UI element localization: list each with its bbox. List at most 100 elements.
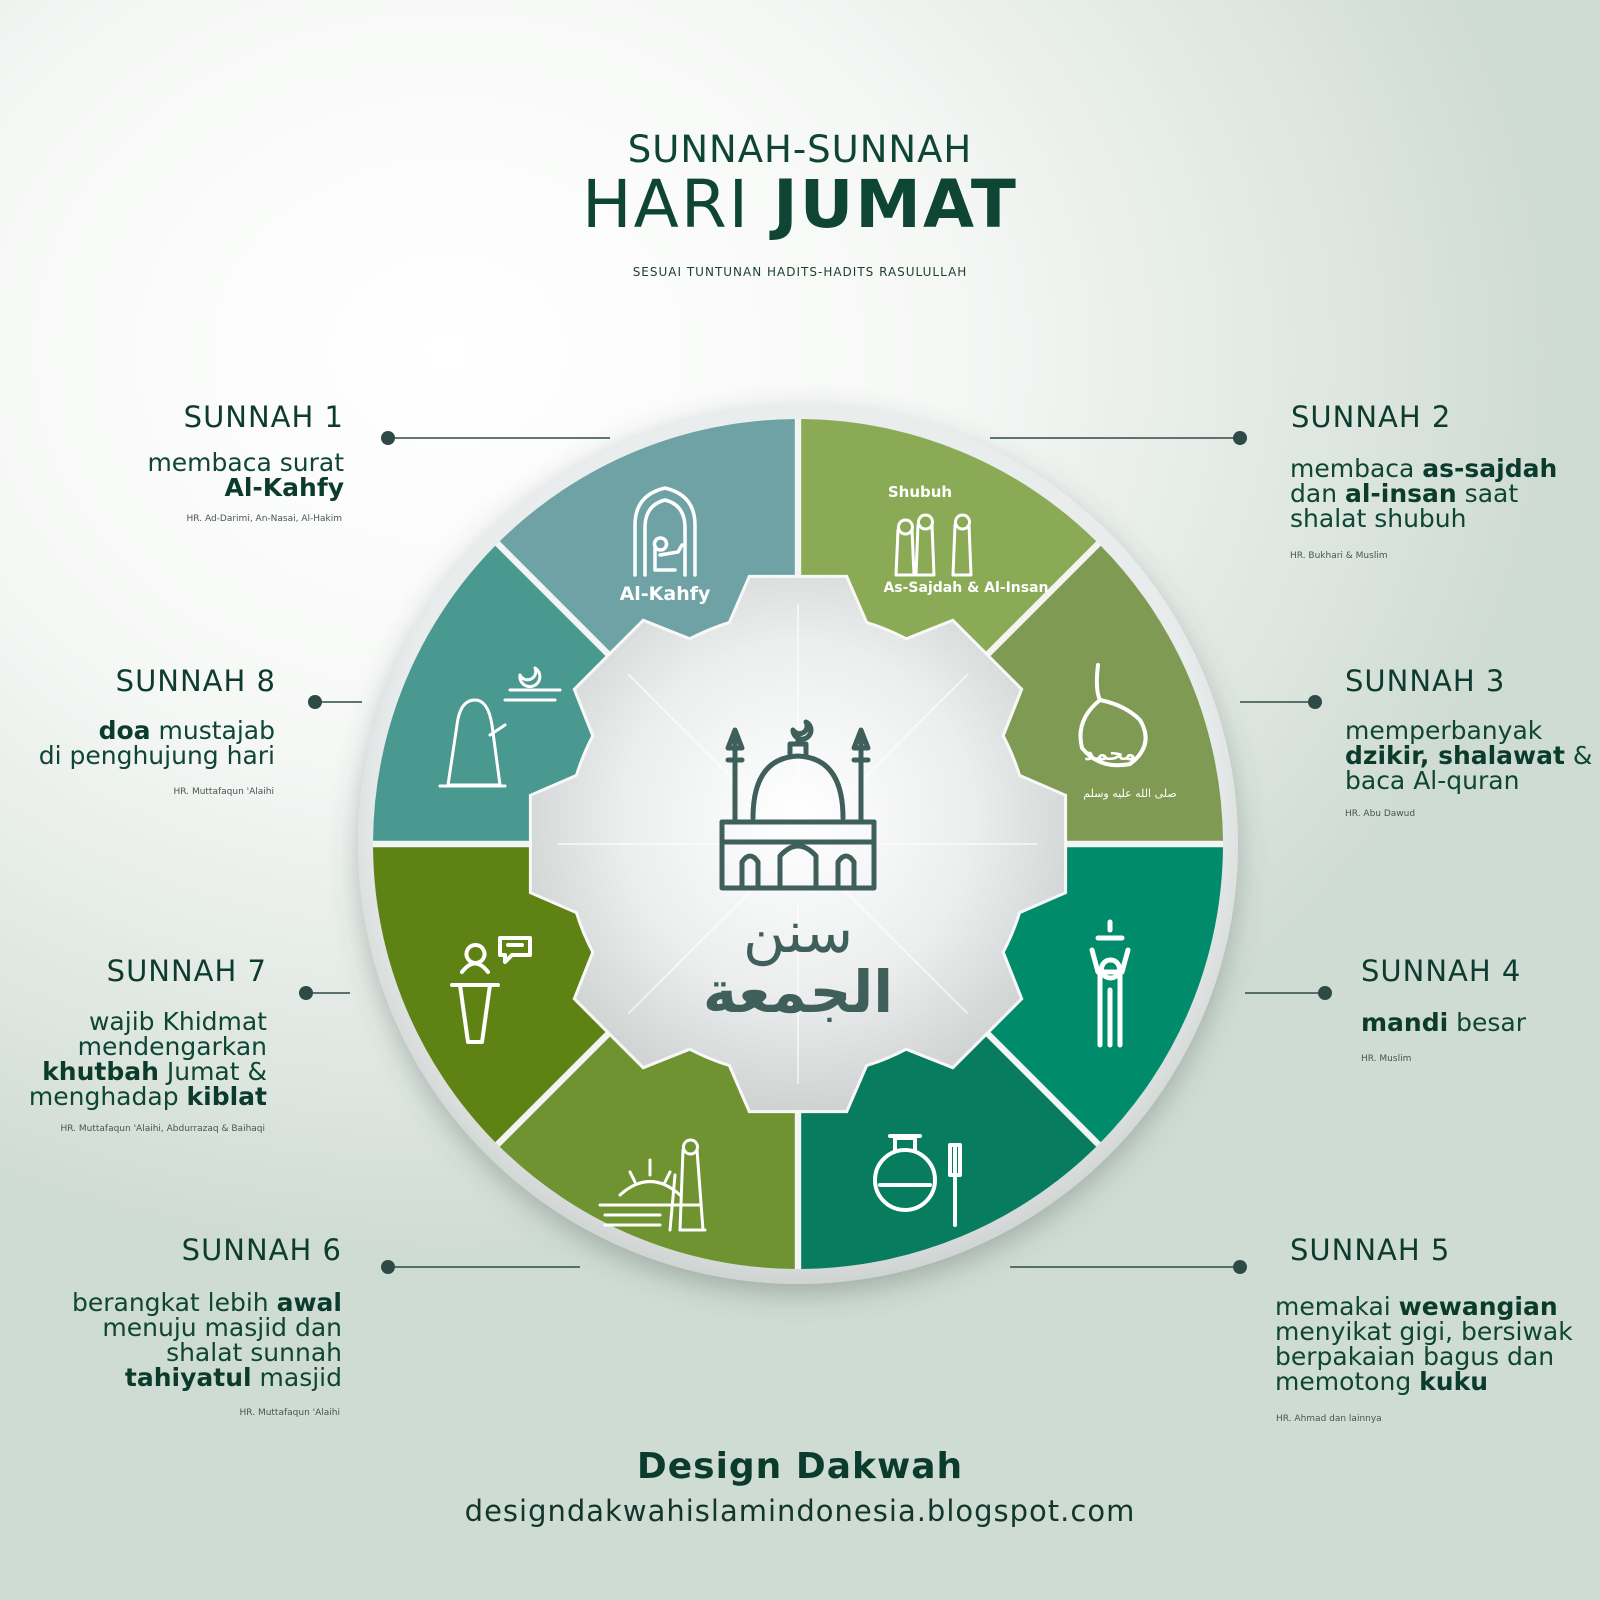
text-line: berpakaian bagus dan [1275, 1342, 1555, 1371]
sunnah-4-title: SUNNAH 4 [1361, 954, 1522, 988]
connector-dot [381, 1260, 395, 1274]
walking-to-mosque-icon [598, 1138, 707, 1232]
sunnah-5-title: SUNNAH 5 [1290, 1233, 1451, 1267]
sunnah-3-title: SUNNAH 3 [1345, 664, 1506, 698]
connector-dot [1233, 1260, 1247, 1274]
congregation-prayer-icon-part [917, 513, 934, 531]
sunnah-3-text: memperbanyak dzikir, shalawat & baca Al-qu… [1345, 718, 1592, 793]
text-line: membaca surat [147, 448, 344, 477]
text-line: memperbanyak [1345, 716, 1543, 745]
connector-dot [381, 431, 395, 445]
reading-quran-icon-part [658, 543, 684, 557]
text-line: menyikat gigi, bersiwak [1275, 1317, 1573, 1346]
text-line: tahiyatul masjid [124, 1363, 342, 1392]
text-line: membaca as-sajdah [1290, 454, 1558, 483]
connector-lines [299, 431, 1332, 1274]
prayer-beads-icon-part [1078, 698, 1148, 768]
congregation-prayer-icon-part [951, 523, 973, 577]
khutbah-podium-icon [450, 936, 532, 1044]
woman-praying-icon [438, 666, 562, 788]
shower-icon-part [1089, 947, 1131, 975]
hub-spoke [627, 885, 757, 1015]
mosque-icon-part [851, 727, 871, 751]
reading-quran-icon-part [652, 536, 669, 552]
text-line: baca Al-quran [1345, 766, 1520, 795]
segment-1-label: Al-Kahfy [620, 583, 711, 605]
segment-2-label-top: Shubuh [888, 483, 952, 501]
reading-quran-icon-part [633, 486, 697, 577]
walking-to-mosque-icon-part [682, 1138, 699, 1156]
connector-dot [1233, 431, 1247, 445]
reading-quran-icon-part [653, 546, 677, 572]
walking-to-mosque-icon-part [678, 1148, 705, 1232]
segment-icons [438, 486, 1148, 1232]
walking-to-mosque-icon-part [628, 1158, 672, 1184]
khutbah-podium-icon-part [458, 983, 492, 1044]
mosque-icon-part [777, 843, 819, 891]
sunnah-7-text: wajib Khidmat mendengarkan khutbah Jumat &… [29, 1009, 267, 1109]
perfume-toothbrush-icon [873, 1134, 962, 1227]
congregation-prayer-icon-part [894, 528, 916, 577]
perfume-toothbrush-icon-part [873, 1148, 937, 1212]
reading-quran-icon [633, 486, 697, 577]
text-line: wajib Khidmat [88, 1007, 267, 1036]
text-line: berangkat lebih awal [71, 1288, 342, 1317]
mosque-icon [719, 719, 877, 891]
text-line: menghadap kiblat [28, 1082, 267, 1111]
text-line: doa mustajab [98, 716, 275, 745]
segment-3-label-bottom: صلى الله عليه وسلم [1083, 787, 1177, 800]
mosque-icon-part [719, 819, 877, 891]
woman-praying-icon-part [488, 723, 507, 737]
congregation-prayer-icon [894, 513, 973, 577]
text-line: menuju masjid dan [102, 1313, 342, 1342]
segment-2-label-bottom: As-Sajdah & Al-Insan [883, 580, 1048, 596]
footer-url[interactable]: designdakwahislamindonesia.blogspot.com [464, 1494, 1136, 1528]
text-line: dzikir, shalawat & [1345, 741, 1593, 770]
footer-title: Design Dakwah [636, 1446, 964, 1487]
woman-praying-icon-part [518, 666, 542, 689]
khutbah-podium-icon-part [460, 961, 490, 974]
sunnah-1-reference: HR. Ad-Darimi, An-Nasai, Al-Hakim [186, 514, 342, 524]
sunnah-5-text: memakai wewangian menyikat gigi, bersiwak… [1275, 1294, 1573, 1394]
center-arabic-line-2: الجمعة [703, 958, 893, 1026]
sunnah-6-reference: HR. Muttafaqun 'Alaihi [239, 1408, 340, 1418]
sunnah-4-reference: HR. Muslim [1361, 1054, 1412, 1064]
shower-icon-part [1097, 969, 1123, 1048]
sunnah-7-reference: HR. Muttafaqun 'Alaihi, Abdurrazaq & Bai… [60, 1124, 265, 1134]
text-line: shalat sunnah [166, 1338, 342, 1367]
perfume-toothbrush-icon-part [948, 1143, 962, 1177]
sunnah-6-text: berangkat lebih awal menuju masjid dan sha… [72, 1290, 342, 1390]
text-line: mendengarkan [77, 1032, 267, 1061]
congregation-prayer-icon-part [914, 523, 936, 577]
walking-to-mosque-icon-part [668, 1173, 677, 1232]
connector-dot [1308, 695, 1322, 709]
mosque-icon-part [739, 853, 761, 891]
walking-to-mosque-icon-part [618, 1180, 682, 1197]
text-line: khutbah Jumat & [42, 1057, 267, 1086]
title-line-2: HARI JUMAT [582, 166, 1018, 243]
khutbah-podium-icon-part [498, 936, 532, 964]
sunnah-6-title: SUNNAH 6 [181, 1233, 342, 1267]
connector-dot [308, 695, 322, 709]
segment-3-label-top: محمد [1084, 741, 1136, 765]
reading-quran-icon-part [643, 498, 687, 577]
shower-icon [1089, 919, 1131, 1048]
shower-icon-part [1099, 957, 1122, 981]
mosque-icon-part [835, 853, 857, 891]
sunnah-4-text: mandi besar [1361, 1010, 1526, 1035]
title-line-1: SUNNAH-SUNNAH [627, 128, 973, 171]
sunnah-8-reference: HR. Muttafaqun 'Alaihi [173, 787, 274, 797]
prayer-beads-icon [1078, 663, 1148, 768]
connector-dot [1318, 986, 1332, 1000]
congregation-prayer-icon-part [897, 518, 914, 536]
mosque-icon-part [750, 753, 846, 821]
text-line: shalat shubuh [1290, 504, 1467, 533]
sunnah-8-text: doa mustajab di penghujung hari [39, 718, 275, 768]
text-line: memakai wewangian [1275, 1292, 1558, 1321]
sunnah-1-text: membaca surat Al-Kahfy [147, 450, 344, 500]
sunnah-1-title: SUNNAH 1 [183, 400, 344, 434]
hub-spoke [839, 885, 969, 1015]
text-line: Al-Kahfy [224, 473, 344, 502]
